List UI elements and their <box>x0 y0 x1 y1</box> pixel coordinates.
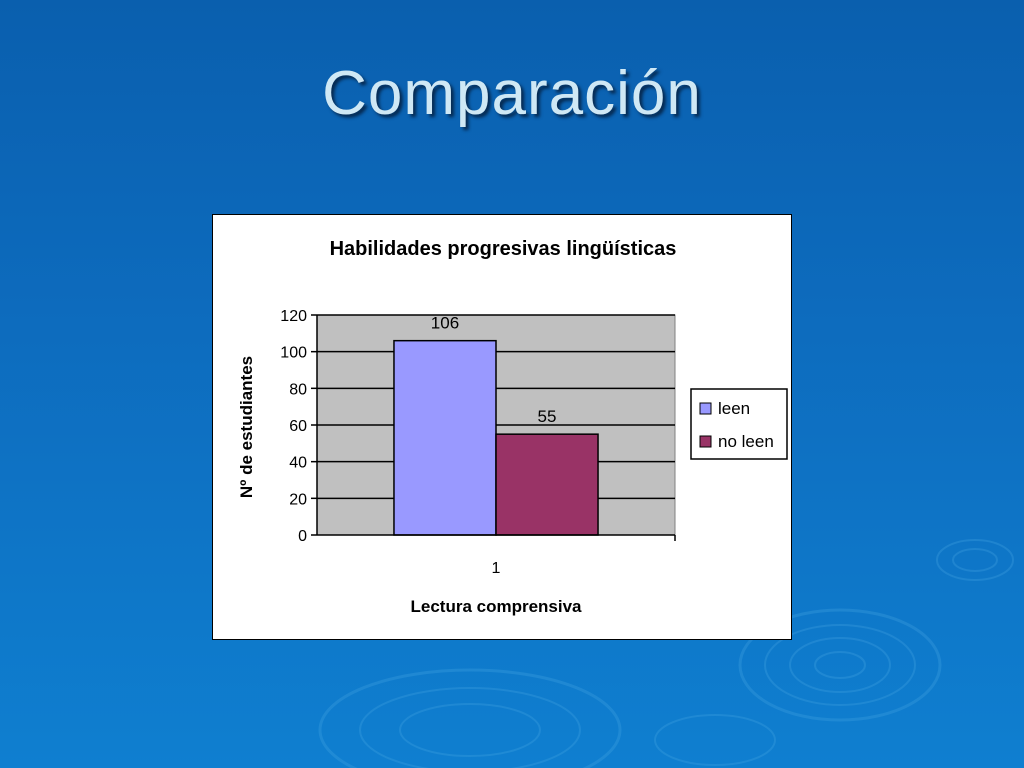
y-tick-label: 100 <box>280 345 307 362</box>
y-tick-label: 0 <box>298 528 307 545</box>
chart-container: Habilidades progresivas lingüísticas Nº … <box>212 214 792 640</box>
legend-label: leen <box>718 399 750 418</box>
y-tick-label: 120 <box>280 308 307 325</box>
bar-chart: Habilidades progresivas lingüísticas Nº … <box>237 238 788 616</box>
legend-swatch <box>699 402 712 415</box>
bars: 106 55 <box>393 314 599 536</box>
data-label: 106 <box>431 314 459 333</box>
chart-title: Habilidades progresivas lingüísticas <box>330 238 677 260</box>
data-label: 55 <box>538 407 557 426</box>
y-axis-title: Nº de estudiantes <box>237 356 256 498</box>
legend: leen no leen <box>690 388 788 460</box>
x-axis-title: Lectura comprensiva <box>410 597 582 616</box>
x-axis-ticks: 1 <box>317 534 676 577</box>
legend-swatch <box>699 435 712 448</box>
y-axis-ticks: 0 20 40 60 80 100 120 <box>280 308 318 545</box>
slide-title: Comparación <box>322 59 702 128</box>
legend-label: no leen <box>718 432 774 451</box>
x-tick-label: 1 <box>492 560 501 577</box>
y-tick-label: 80 <box>289 381 307 398</box>
bar-leen <box>393 339 497 536</box>
bar-no-leen <box>495 433 599 536</box>
y-tick-label: 40 <box>289 455 307 472</box>
y-tick-label: 60 <box>289 418 307 435</box>
y-tick-label: 20 <box>289 491 307 508</box>
